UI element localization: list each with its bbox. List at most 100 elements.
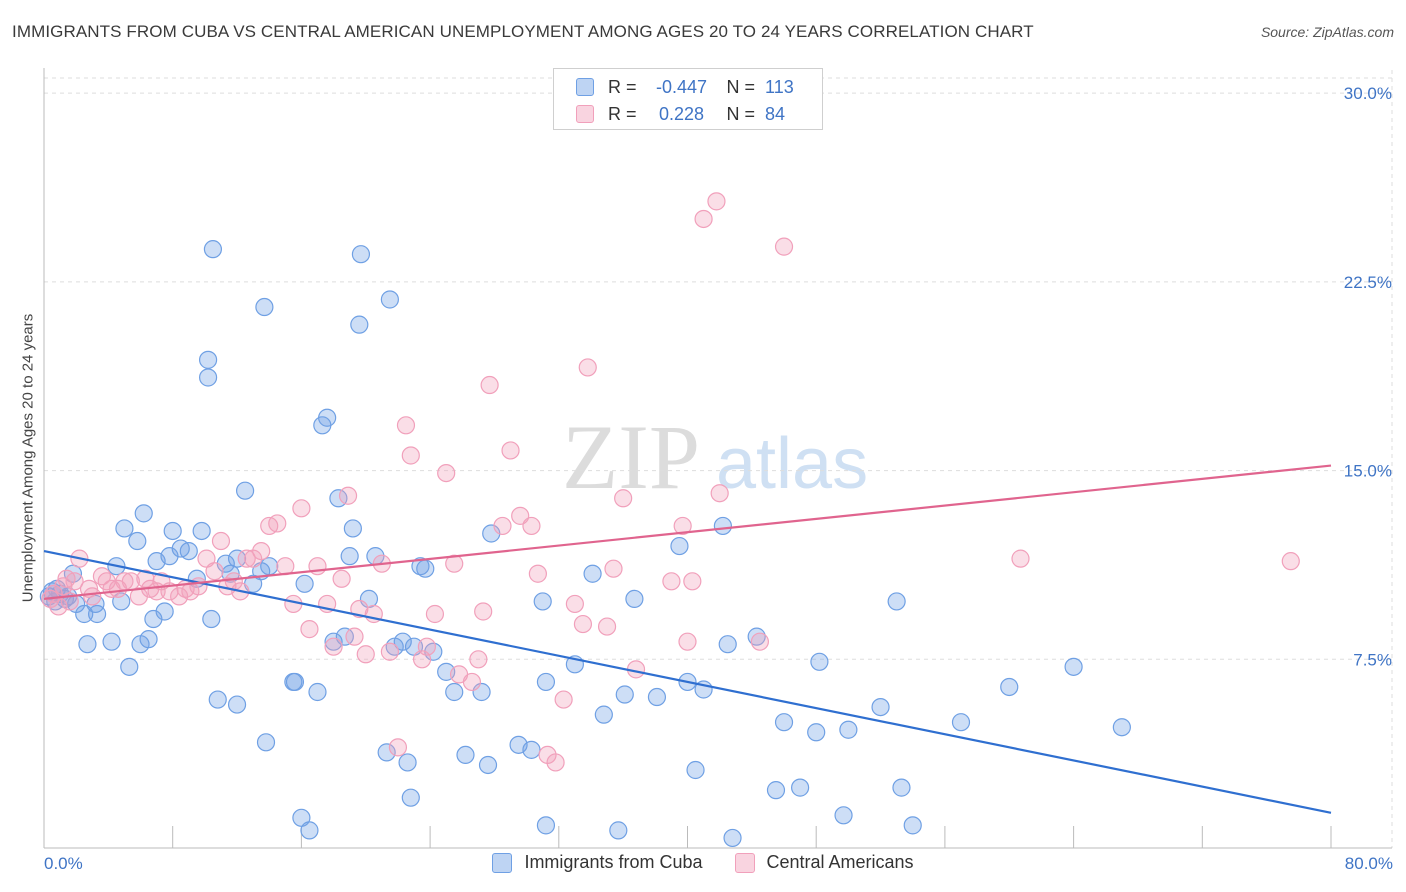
y-tick-label: 30.0%: [1344, 84, 1392, 103]
legend-cuba-r-value: -0.447: [655, 76, 708, 97]
point-cuba: [198, 350, 218, 369]
point-cuba: [208, 690, 227, 709]
point-cuba: [398, 753, 417, 772]
point-central: [396, 416, 416, 435]
point-cuba: [1112, 718, 1131, 737]
point-central: [237, 549, 256, 568]
series-swatch-cuba: [492, 852, 513, 873]
point-central: [578, 358, 597, 377]
point-central: [338, 486, 358, 505]
legend-cuba-n-value: 113: [765, 76, 794, 97]
point-cuba: [139, 630, 158, 649]
series-label-central: Central Americans: [766, 852, 914, 872]
point-central: [292, 499, 311, 518]
point-cuba: [887, 592, 906, 611]
legend-central-n-label: N =: [726, 103, 756, 124]
point-cuba: [335, 627, 354, 646]
point-central: [332, 569, 351, 588]
point-central: [522, 516, 541, 536]
point-cuba: [227, 695, 247, 714]
point-central: [493, 516, 512, 536]
point-cuba: [713, 516, 732, 536]
point-cuba: [416, 559, 435, 578]
point-central: [92, 567, 112, 586]
point-cuba: [155, 602, 174, 621]
point-cuba: [380, 290, 399, 309]
point-cuba: [1000, 677, 1019, 697]
point-central: [268, 514, 287, 533]
point-central: [462, 672, 482, 692]
series-swatch-central: [734, 852, 755, 873]
point-central: [546, 753, 565, 772]
point-cuba: [350, 315, 369, 334]
point-cuba: [456, 745, 475, 765]
x-axis-max-label: 80.0%: [1344, 854, 1393, 873]
point-central: [683, 572, 702, 591]
trend-line-central: [43, 464, 1332, 600]
point-cuba: [766, 781, 786, 800]
point-cuba: [115, 519, 134, 538]
point-cuba: [120, 657, 139, 676]
watermark-atlas: atlas: [716, 424, 868, 504]
point-cuba: [686, 760, 705, 780]
point-central: [65, 572, 84, 591]
point-cuba: [522, 740, 541, 759]
point-cuba: [411, 557, 430, 576]
point-central: [211, 531, 231, 551]
point-cuba: [951, 713, 971, 732]
point-central: [388, 738, 408, 757]
point-central: [345, 627, 364, 646]
chart-title: IMMIGRANTS FROM CUBA VS CENTRAL AMERICAN…: [12, 22, 1034, 41]
point-central: [662, 572, 681, 591]
legend-cuba-n-label: N =: [726, 76, 756, 97]
point-cuba: [134, 504, 153, 523]
point-cuba: [128, 531, 147, 551]
point-central: [750, 632, 769, 651]
point-central: [417, 637, 436, 656]
legend-cuba-r-label: R =: [608, 76, 637, 97]
point-cuba: [308, 682, 327, 702]
point-cuba: [718, 635, 737, 654]
point-cuba: [203, 240, 223, 259]
point-cuba: [834, 806, 853, 825]
point-cuba: [163, 521, 182, 541]
legend-central-r-label: R =: [608, 103, 637, 124]
point-central: [678, 632, 697, 651]
point-cuba: [791, 778, 810, 797]
point-central: [1011, 549, 1030, 568]
point-cuba: [192, 521, 211, 541]
y-tick-label: 15.0%: [1344, 462, 1392, 481]
point-central: [673, 516, 692, 536]
point-central: [324, 637, 343, 656]
point-cuba: [324, 632, 343, 651]
point-central: [604, 559, 623, 578]
point-central: [554, 690, 573, 709]
series-legend-cuba: Immigrants from Cuba: [492, 852, 703, 873]
point-cuba: [255, 297, 274, 317]
point-central: [480, 375, 499, 395]
point-cuba: [445, 682, 464, 702]
point-central: [614, 489, 633, 508]
point-central: [511, 506, 530, 525]
legend-central-n-value: 84: [765, 103, 786, 124]
point-central: [565, 594, 584, 614]
point-central: [469, 650, 488, 669]
point-cuba: [478, 755, 498, 775]
point-central: [425, 604, 445, 624]
legend-central-r-value: 0.228: [658, 103, 705, 124]
point-central: [528, 564, 547, 583]
point-cuba: [300, 821, 319, 840]
y-tick-label: 22.5%: [1344, 273, 1392, 292]
point-central: [170, 587, 189, 606]
point-cuba: [747, 627, 766, 646]
correlation-legend: R = -0.447 N = 113 R = 0.228 N = 84: [553, 68, 823, 130]
point-central: [401, 446, 420, 465]
y-tick-label: 7.5%: [1353, 650, 1392, 669]
point-cuba: [615, 685, 634, 704]
point-cuba: [235, 481, 255, 500]
point-cuba: [179, 541, 198, 561]
point-central: [710, 484, 729, 503]
x-axis-min-label: 0.0%: [44, 854, 83, 873]
point-cuba: [256, 733, 276, 752]
